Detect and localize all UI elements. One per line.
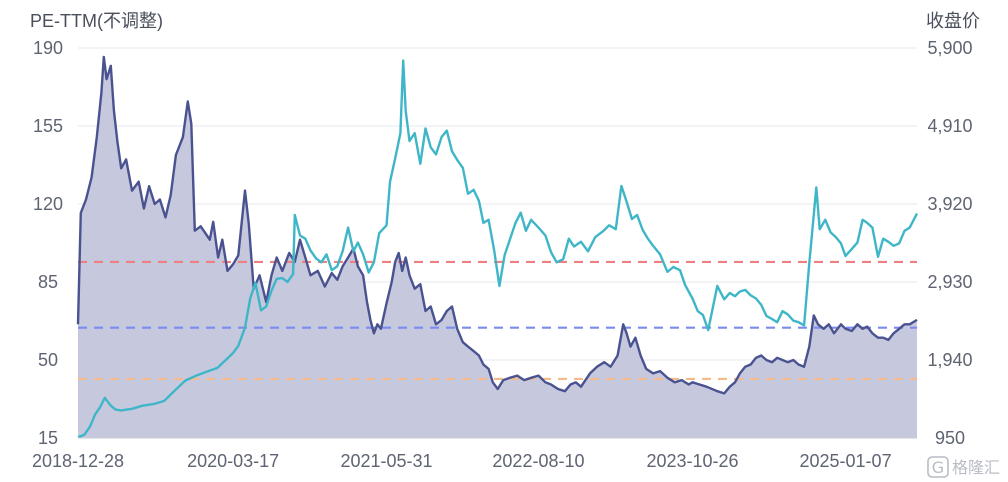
left-tick-label: 15 bbox=[38, 428, 58, 448]
watermark-logo-symbol: G bbox=[932, 458, 944, 477]
right-axis-title: 收盘价 bbox=[926, 11, 980, 31]
right-tick-label: 2,930 bbox=[927, 272, 972, 292]
x-tick-label: 2025-01-07 bbox=[800, 451, 892, 471]
x-tick-label: 2020-03-17 bbox=[187, 451, 279, 471]
left-axis-title: PE-TTM(不调整) bbox=[30, 11, 163, 31]
x-tick-label: 2018-12-28 bbox=[32, 451, 124, 471]
pe-ttm-line bbox=[76, 55, 918, 395]
right-tick-label: 5,900 bbox=[927, 38, 972, 58]
x-tick-label: 2022-08-10 bbox=[492, 451, 584, 471]
left-tick-label: 120 bbox=[33, 194, 63, 214]
left-tick-label: 50 bbox=[38, 350, 58, 370]
watermark-logo-icon bbox=[927, 456, 949, 478]
x-tick-label: 2021-05-31 bbox=[340, 451, 432, 471]
series-lines bbox=[76, 55, 919, 439]
pe-ttm-area bbox=[78, 56, 917, 439]
right-tick-label: 4,910 bbox=[927, 116, 972, 136]
plot-area bbox=[78, 56, 917, 439]
watermark: G 格隆汇 bbox=[927, 456, 1000, 478]
reference-lines bbox=[78, 260, 917, 381]
close-price-line bbox=[77, 59, 919, 439]
right-tick-label: 3,920 bbox=[927, 194, 972, 214]
right-tick-label: 1,940 bbox=[927, 350, 972, 370]
x-tick-label: 2023-10-26 bbox=[646, 451, 738, 471]
left-tick-label: 85 bbox=[38, 272, 58, 292]
watermark-text: 格隆汇 bbox=[952, 458, 1000, 477]
right-tick-label: 950 bbox=[935, 428, 965, 448]
left-tick-label: 190 bbox=[33, 38, 63, 58]
left-tick-label: 155 bbox=[33, 116, 63, 136]
axes: 190 5,900 155 4,910 120 3,920 85 2,930 50 1,940 15… bbox=[32, 38, 973, 471]
